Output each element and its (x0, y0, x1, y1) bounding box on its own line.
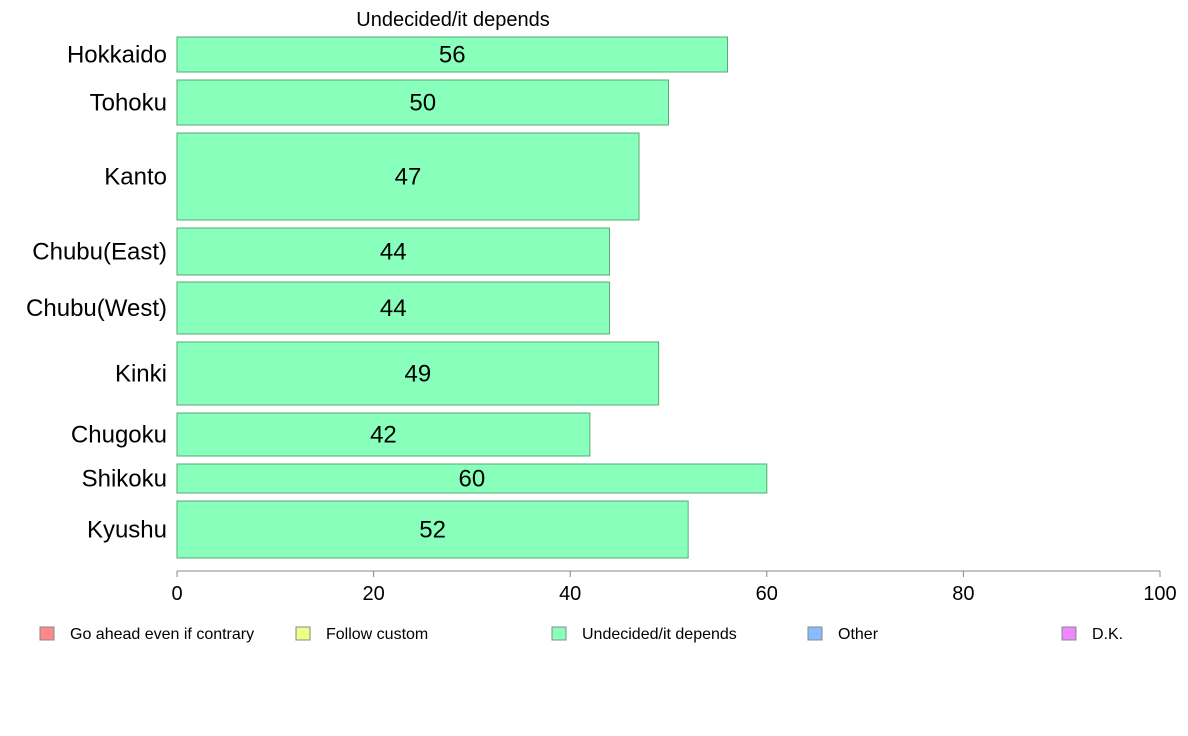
legend-swatch (551, 626, 567, 641)
category-label: Hokkaido (67, 42, 167, 69)
bar-hokkaido (176, 36, 728, 73)
data-label: 44 (380, 295, 407, 322)
data-label: 42 (370, 422, 397, 449)
x-axis: 0 20 40 60 80 100 (171, 570, 1177, 605)
x-tick-label: 40 (559, 583, 581, 605)
legend-swatch (1061, 626, 1077, 641)
category-label: Kinki (115, 361, 167, 388)
category-label: Shikoku (82, 466, 167, 493)
data-label: 50 (409, 90, 436, 117)
legend-label: Follow custom (326, 626, 428, 643)
bar-kinki (176, 341, 660, 406)
category-label: Tohoku (90, 90, 167, 117)
bar-tohoku (176, 79, 669, 126)
legend-label: Go ahead even if contrary (70, 626, 254, 643)
legend-swatch (39, 626, 55, 641)
bar-kyushu (176, 500, 689, 559)
x-tick-label: 80 (952, 583, 974, 605)
x-tick-label: 20 (362, 583, 384, 605)
legend: Go ahead even if contrary Follow custom Un… (39, 626, 1123, 643)
data-label: 44 (380, 239, 407, 266)
bar-chugoku (176, 412, 591, 457)
bar-shikoku (176, 463, 768, 494)
data-label: 49 (404, 361, 431, 388)
category-label: Chubu(West) (26, 295, 167, 322)
chart-title: Undecided/it depends (356, 9, 549, 31)
bars-layer: Hokkaido 56 Tohoku 50 Kanto 47 Chubu(East) 44 Ch… (26, 36, 768, 559)
data-label: 60 (459, 466, 486, 493)
category-label: Kyushu (87, 517, 167, 544)
x-tick-label: 60 (756, 583, 778, 605)
bar-chubu-east- (176, 227, 611, 276)
data-label: 56 (439, 42, 466, 69)
bar-chubu-west- (176, 281, 611, 335)
legend-label: Undecided/it depends (582, 626, 737, 643)
category-label: Chugoku (71, 422, 167, 449)
bar-kanto (176, 132, 640, 221)
x-tick-label: 100 (1143, 583, 1176, 605)
legend-swatch (295, 626, 311, 641)
x-tick-label: 0 (171, 583, 182, 605)
data-label: 52 (419, 517, 446, 544)
category-label: Kanto (104, 164, 167, 191)
legend-label: D.K. (1092, 626, 1123, 643)
legend-swatch (807, 626, 823, 641)
data-label: 47 (395, 164, 422, 191)
category-label: Chubu(East) (32, 239, 167, 266)
legend-label: Other (838, 626, 879, 643)
